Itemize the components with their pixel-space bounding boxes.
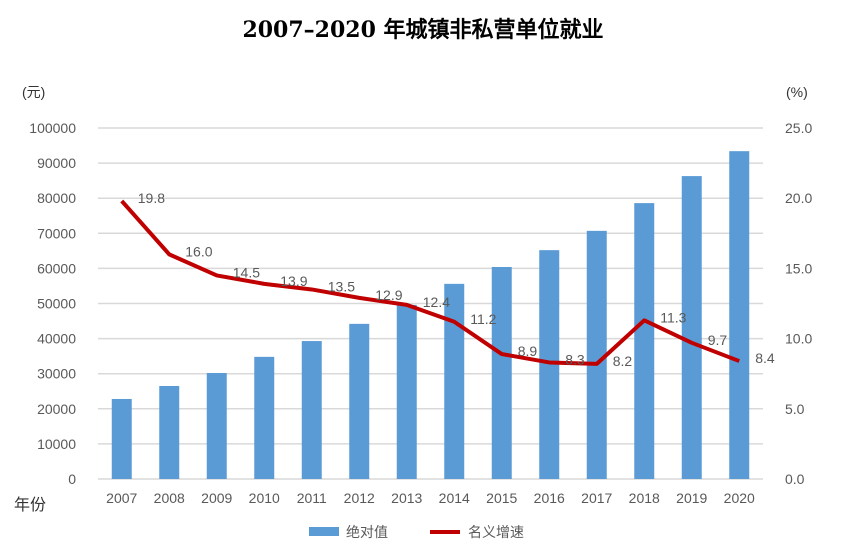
x-tick-label: 2011	[297, 490, 327, 506]
y-left-tick-label: 90000	[37, 155, 76, 171]
y-right-tick-label: 25.0	[785, 120, 812, 136]
legend-label: 绝对值	[346, 524, 388, 540]
y-right-tick-label: 5.0	[785, 401, 805, 417]
x-tick-label: 2012	[344, 490, 375, 506]
x-tick-label: 2018	[629, 490, 660, 506]
chart-title: 2007–2020 年城镇非私营单位就业	[242, 17, 604, 43]
data-label: 13.9	[280, 273, 307, 289]
y-left-tick-label: 0	[68, 471, 76, 487]
x-tick-label: 2013	[391, 490, 422, 506]
data-label: 8.2	[613, 353, 633, 369]
bar-2016	[539, 250, 560, 479]
y-left-tick-label: 100000	[29, 120, 76, 136]
bar-2020	[729, 151, 750, 479]
bar-2017	[586, 230, 607, 479]
x-tick-label: 2009	[201, 490, 232, 506]
x-tick-label: 2020	[724, 490, 755, 506]
y-left-unit: (元)	[22, 84, 45, 100]
y-left-tick-label: 30000	[37, 366, 76, 382]
bar-2014	[444, 283, 465, 479]
bar-2015	[491, 266, 512, 479]
data-label: 9.7	[708, 332, 728, 348]
y-right-tick-label: 15.0	[785, 260, 812, 276]
bar-2018	[634, 203, 655, 479]
data-label: 12.9	[375, 287, 402, 303]
data-label: 12.4	[423, 294, 450, 310]
data-label: 11.2	[470, 311, 496, 327]
data-label: 14.5	[233, 264, 260, 280]
data-label: 8.9	[518, 343, 538, 359]
bar-2011	[301, 341, 322, 479]
bar-2013	[396, 304, 417, 479]
bar-2007	[111, 398, 132, 479]
data-label: 8.3	[565, 351, 585, 367]
bar-2009	[206, 372, 227, 479]
bar-2010	[254, 356, 275, 479]
x-axis-label: 年份	[14, 496, 46, 514]
y-right-unit: (%)	[786, 84, 808, 100]
x-tick-label: 2010	[249, 490, 280, 506]
x-tick-label: 2019	[676, 490, 707, 506]
x-tick-label: 2015	[486, 490, 517, 506]
y-right-tick-label: 10.0	[785, 331, 812, 347]
data-label: 8.4	[755, 350, 775, 366]
y-left-tick-label: 20000	[37, 401, 76, 417]
y-left-tick-label: 10000	[37, 436, 76, 452]
y-right-tick-label: 0.0	[785, 471, 805, 487]
data-label: 11.3	[660, 309, 686, 325]
data-label: 16.0	[185, 243, 212, 259]
x-tick-label: 2017	[581, 490, 612, 506]
y-left-tick-label: 50000	[37, 296, 76, 312]
bar-2012	[349, 323, 370, 479]
x-tick-label: 2014	[439, 490, 470, 506]
x-tick-label: 2016	[534, 490, 565, 506]
legend-swatch-bar	[309, 527, 339, 536]
bar-2019	[681, 176, 702, 479]
data-label: 19.8	[138, 190, 165, 206]
y-left-tick-label: 70000	[37, 225, 76, 241]
y-right-tick-label: 20.0	[785, 190, 812, 206]
y-left-tick-label: 40000	[37, 331, 76, 347]
y-left-tick-label: 60000	[37, 260, 76, 276]
x-tick-label: 2008	[154, 490, 185, 506]
data-label: 13.5	[328, 278, 355, 294]
legend-label: 名义增速	[468, 524, 524, 540]
bar-2008	[159, 385, 180, 479]
y-left-tick-label: 80000	[37, 190, 76, 206]
x-tick-label: 2007	[106, 490, 137, 506]
line-series-名义增速	[120, 199, 740, 366]
